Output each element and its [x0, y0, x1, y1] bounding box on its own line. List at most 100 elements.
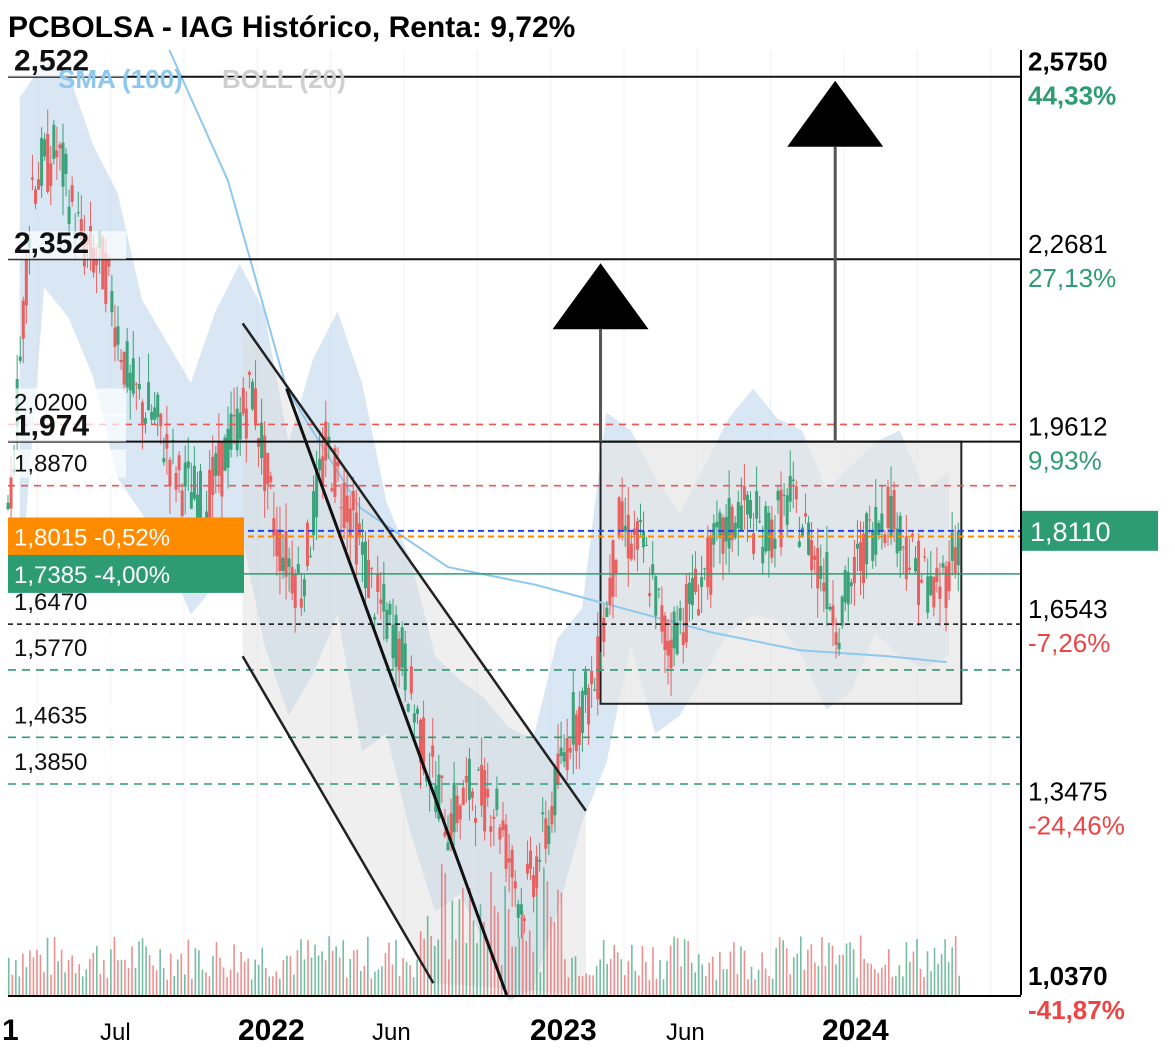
candle-body	[834, 632, 838, 645]
candle-body	[797, 541, 801, 547]
candle-body	[287, 558, 291, 567]
candle-body	[342, 482, 346, 529]
candle-body	[944, 566, 948, 608]
candle-body	[370, 568, 374, 570]
volume-bar	[159, 949, 161, 995]
candle-body	[584, 671, 587, 695]
candle-body	[947, 561, 951, 592]
candle-body	[318, 458, 322, 471]
candle-body	[932, 576, 936, 608]
volume-bar	[88, 958, 91, 995]
candle-body	[492, 816, 496, 819]
candle-body	[79, 219, 83, 240]
volume-bar	[184, 974, 186, 995]
candle-body	[562, 752, 566, 762]
candle-body	[403, 643, 407, 691]
candle-body	[480, 764, 484, 806]
candle-body	[657, 588, 661, 590]
candle-body	[776, 490, 780, 501]
volume-bar	[67, 959, 70, 995]
volume-bar	[370, 978, 373, 995]
candle-body	[406, 704, 410, 712]
x-tick-label: 2024	[822, 1014, 889, 1047]
volume-bar	[884, 964, 887, 995]
candle-body	[330, 488, 334, 491]
level-label-bg	[8, 748, 126, 777]
candle-body	[617, 497, 621, 538]
candle-body	[712, 523, 716, 545]
volume-bar	[324, 960, 327, 995]
candle-body	[180, 490, 184, 516]
volume-bar	[648, 979, 651, 995]
volume-bar	[257, 964, 260, 995]
volume-bar	[821, 937, 823, 995]
volume-bar	[912, 951, 915, 995]
volume-bar	[828, 942, 830, 995]
volume-bar	[198, 950, 200, 995]
volume-bar	[356, 949, 359, 995]
candle-body	[678, 608, 682, 621]
volume-bar	[571, 957, 573, 995]
candle-body	[577, 706, 581, 746]
candle-body	[284, 530, 288, 577]
candle-body	[587, 687, 591, 725]
volume-bar	[103, 959, 105, 995]
volume-bar	[645, 962, 647, 995]
candle-body	[758, 521, 762, 523]
candle-body	[877, 522, 881, 536]
candle-body	[125, 341, 129, 388]
volume-bar	[666, 960, 668, 995]
volume-bar	[807, 949, 809, 995]
candle-body	[226, 428, 230, 468]
price-tag-text: 1,7385 -4,00%	[14, 562, 170, 589]
candle-body	[397, 638, 401, 671]
volume-bar	[585, 973, 587, 995]
volume-bar	[729, 951, 732, 995]
volume-bar	[117, 960, 119, 995]
x-tick-label: Jul	[100, 1019, 131, 1046]
volume-bar	[690, 962, 693, 995]
candle-body	[486, 788, 490, 798]
volume-bar	[293, 974, 295, 995]
candle-body	[831, 605, 835, 626]
volume-bar	[493, 905, 496, 995]
volume-bar	[905, 942, 908, 995]
candle-body	[159, 413, 163, 427]
candle-body	[379, 599, 383, 604]
volume-bar	[476, 943, 478, 995]
volume-bar	[518, 937, 520, 995]
volume-bar	[521, 910, 524, 995]
volume-bar	[680, 966, 682, 995]
volume-bar	[546, 881, 549, 995]
volume-bar	[314, 944, 316, 995]
volume-bar	[155, 970, 158, 995]
volume-bar	[497, 912, 499, 995]
volume-bar	[831, 945, 834, 995]
volume-bar	[486, 943, 489, 995]
candle-body	[623, 525, 627, 532]
volume-bar	[300, 939, 302, 995]
candle-body	[874, 507, 878, 555]
candle-body	[700, 577, 704, 588]
volume-bar	[64, 972, 66, 995]
volume-bar	[176, 959, 179, 995]
candle-body	[571, 692, 575, 745]
volume-bar	[367, 936, 369, 995]
volume-bar	[416, 959, 418, 995]
candle-body	[596, 636, 600, 700]
volume-bar	[634, 970, 637, 995]
candle-body	[470, 791, 474, 798]
volume-bar	[360, 970, 362, 995]
volume-bar	[747, 979, 749, 995]
candle-body	[761, 546, 765, 564]
volume-bar	[402, 958, 404, 995]
candle-body	[452, 782, 456, 833]
current-price-tag	[1022, 510, 1158, 551]
volume-bar	[712, 956, 714, 995]
volume-bar	[553, 921, 556, 995]
candle-body	[849, 582, 853, 587]
candle-body	[9, 475, 13, 509]
volume-bar	[687, 940, 689, 995]
candle-body	[422, 717, 426, 770]
candle-body	[449, 813, 453, 844]
